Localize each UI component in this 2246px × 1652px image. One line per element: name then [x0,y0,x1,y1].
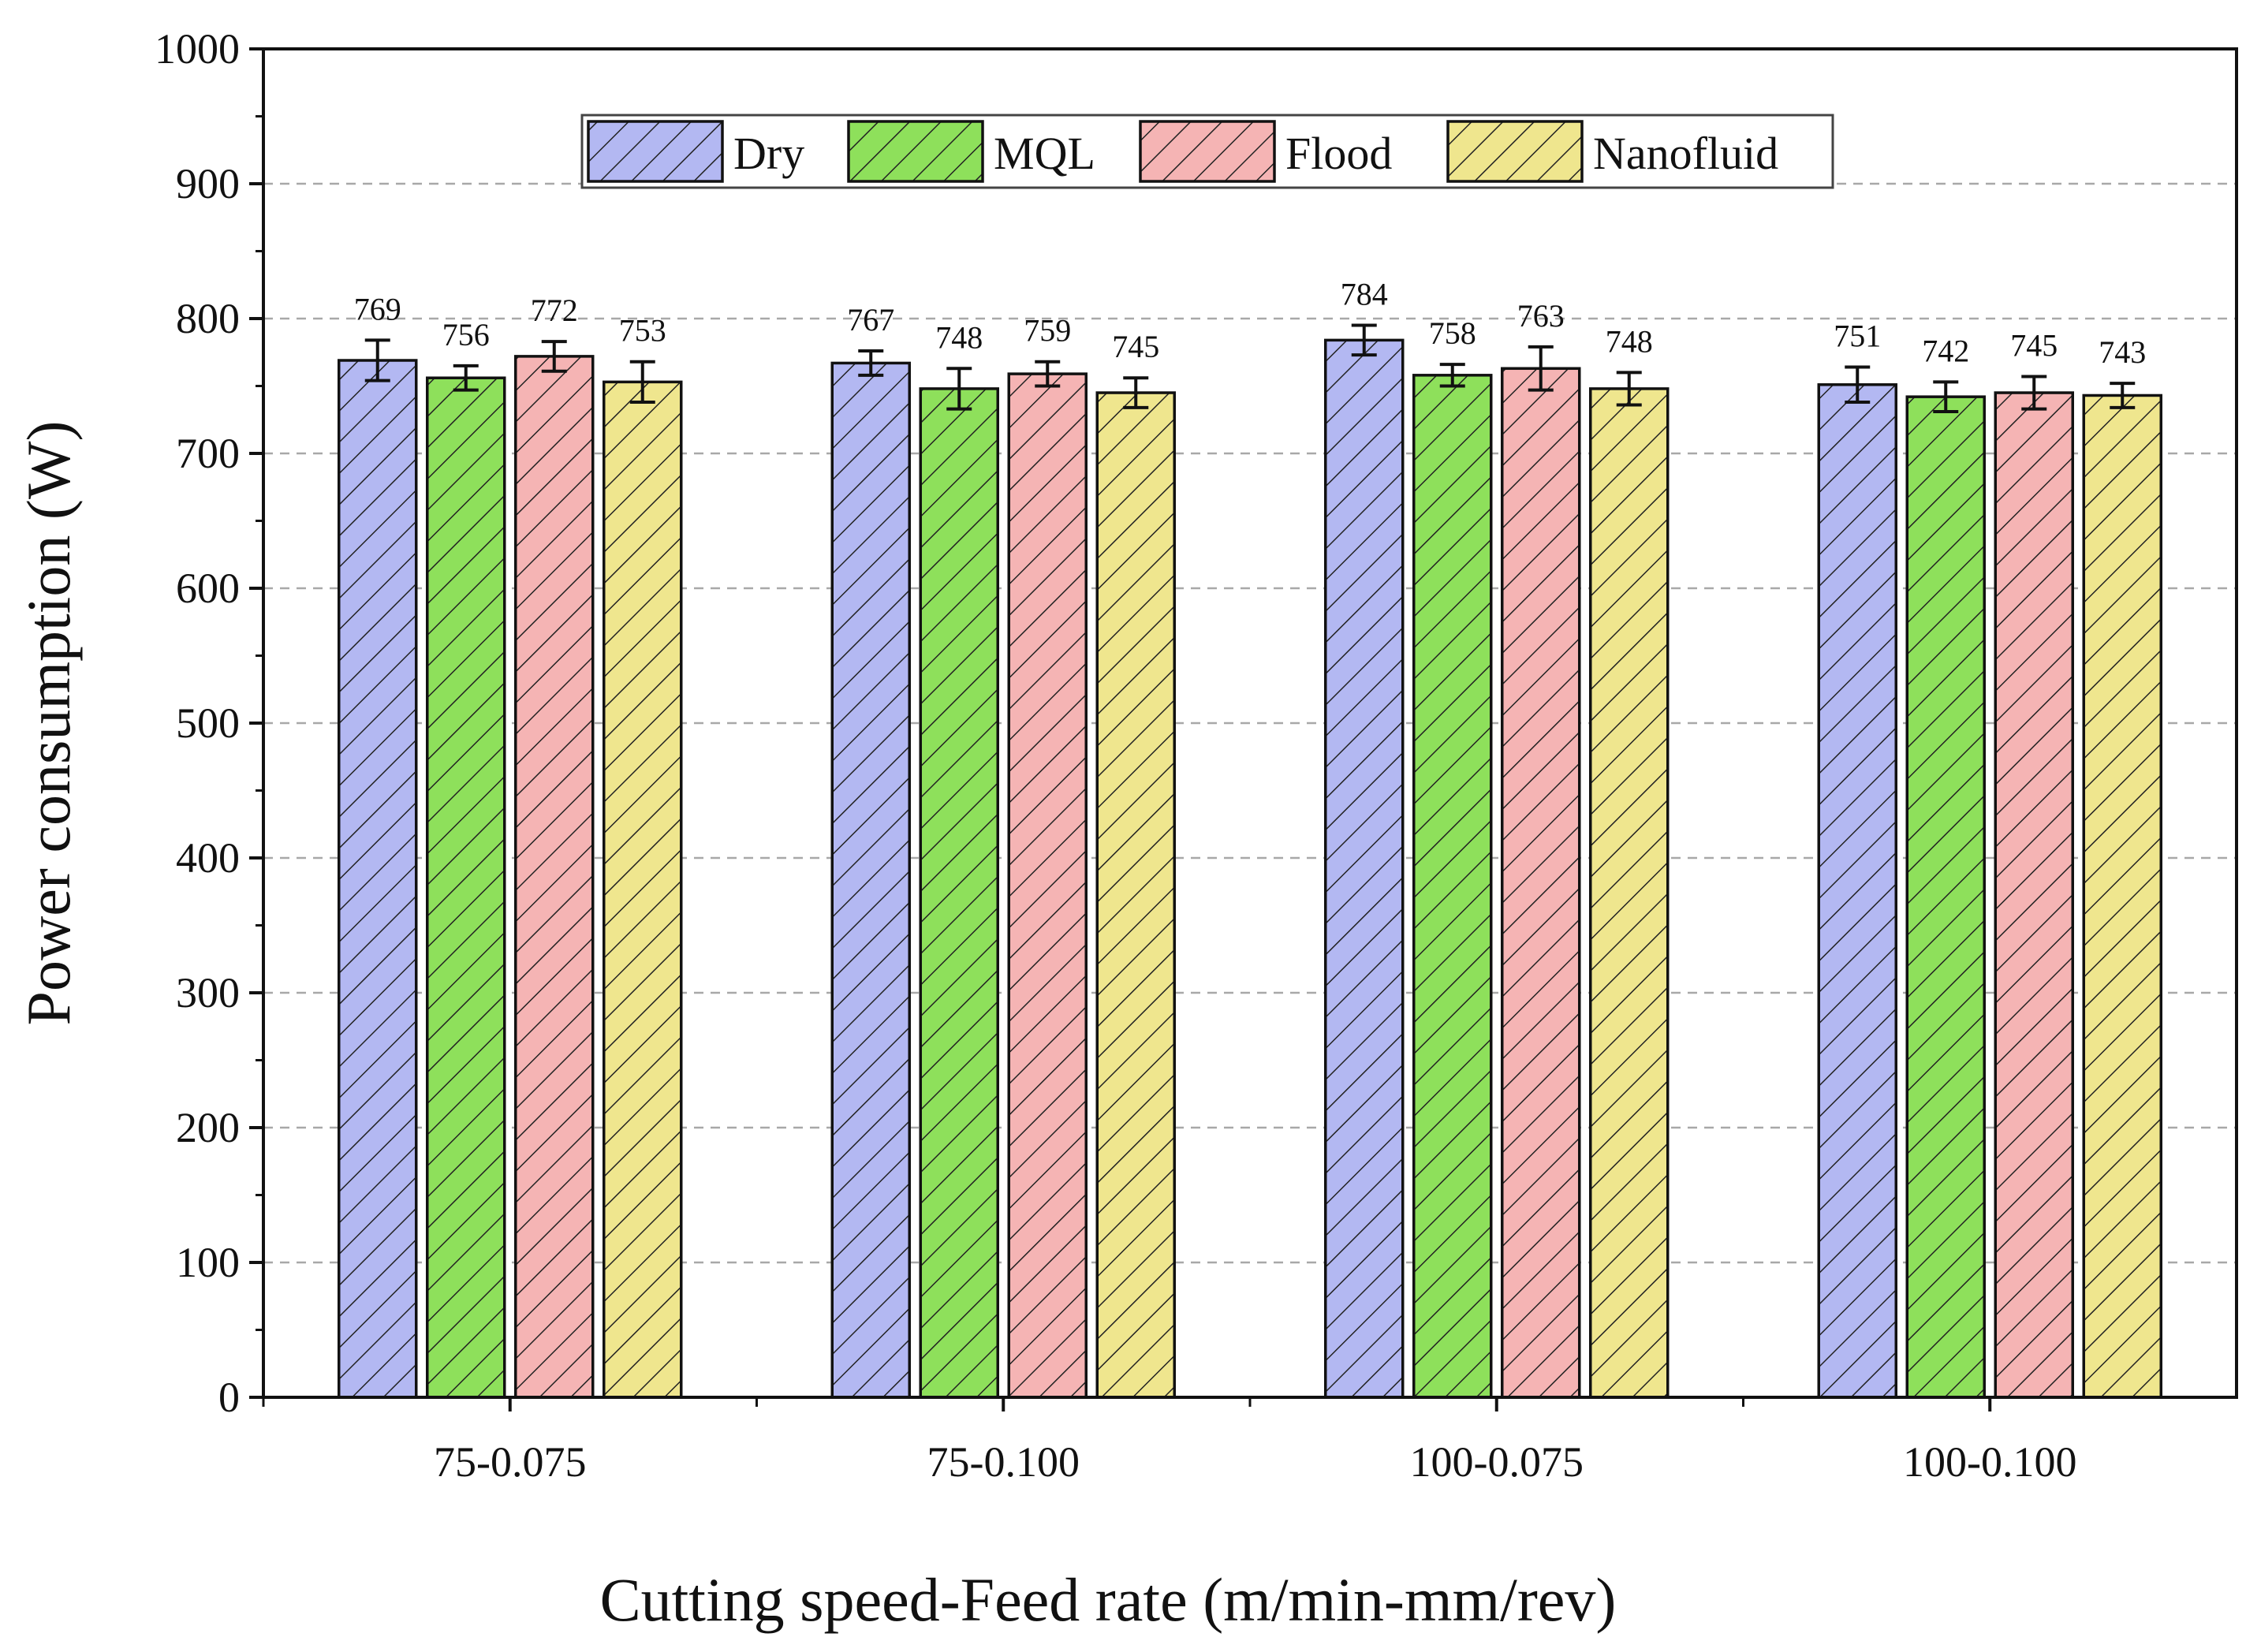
data-label: 763 [1517,298,1565,334]
y-tick-label: 700 [176,430,240,477]
data-label: 756 [442,317,490,352]
y-tick-label: 300 [176,969,240,1016]
bar [2082,393,2162,1399]
x-tick-label: 100-0.100 [1903,1438,2076,1486]
y-tick-label: 1000 [155,25,240,73]
legend-label: MQL [994,128,1095,179]
bar [1817,383,1897,1399]
data-label: 772 [531,293,578,328]
bar [1324,338,1405,1399]
bar [919,387,999,1399]
bar [426,376,506,1399]
bar [1095,391,1176,1399]
bar [514,355,595,1399]
data-label: 769 [354,291,401,326]
data-label: 745 [1112,329,1159,364]
legend-label: Dry [733,128,804,179]
data-label: 743 [2099,334,2146,370]
data-label: 751 [1834,319,1881,354]
bar [1994,391,2074,1399]
y-tick-label: 400 [176,834,240,882]
bar [1905,395,1986,1399]
x-axis: 75-0.075 75-0.100 100-0.075 100-0.100 [262,1397,2076,1486]
y-axis: 0 100 200 300 400 500 600 700 800 900 1000 [155,25,263,1421]
y-tick-label: 200 [176,1104,240,1151]
data-label: 767 [847,302,894,337]
legend-swatch [1139,120,1276,183]
data-label: 745 [2010,328,2058,364]
y-tick-label: 500 [176,699,240,747]
x-tick-label: 75-0.075 [434,1438,586,1486]
bar [830,361,911,1399]
y-tick-label: 100 [176,1239,240,1286]
data-label: 759 [1024,313,1071,349]
legend-label: Flood [1285,128,1392,179]
y-tick-label: 800 [176,295,240,342]
y-tick-label: 900 [176,160,240,207]
x-axis-title: Cutting speed-Feed rate (m/min-mm/rev) [600,1565,1617,1634]
error-bars [364,323,2136,413]
bar [338,359,418,1399]
data-label: 784 [1341,277,1388,312]
legend-swatch [1446,120,1584,183]
y-tick-label: 600 [176,565,240,612]
legend-swatch [587,120,724,183]
bars [338,338,2162,1399]
data-labels: 769 756 772 753 767 748 759 745 784 758 763 748 751 7… [354,277,2147,371]
bar [603,380,683,1399]
bar [1501,367,1581,1399]
data-label: 742 [1922,333,1969,368]
x-tick-label: 100-0.075 [1410,1438,1584,1486]
data-label: 748 [935,319,983,355]
bar [1412,374,1493,1399]
legend: Dry MQL Flood Nanofluid [580,114,1834,189]
data-label: 748 [1606,323,1653,359]
x-tick-label: 75-0.100 [927,1438,1080,1486]
y-axis-title: Power consumption (W) [14,421,83,1026]
data-label: 753 [619,313,666,349]
bar [1589,387,1670,1399]
legend-label: Nanofluid [1593,128,1778,179]
bar [1007,372,1088,1399]
legend-swatch [847,120,984,183]
y-tick-label: 0 [218,1374,240,1421]
data-label: 758 [1429,315,1476,351]
